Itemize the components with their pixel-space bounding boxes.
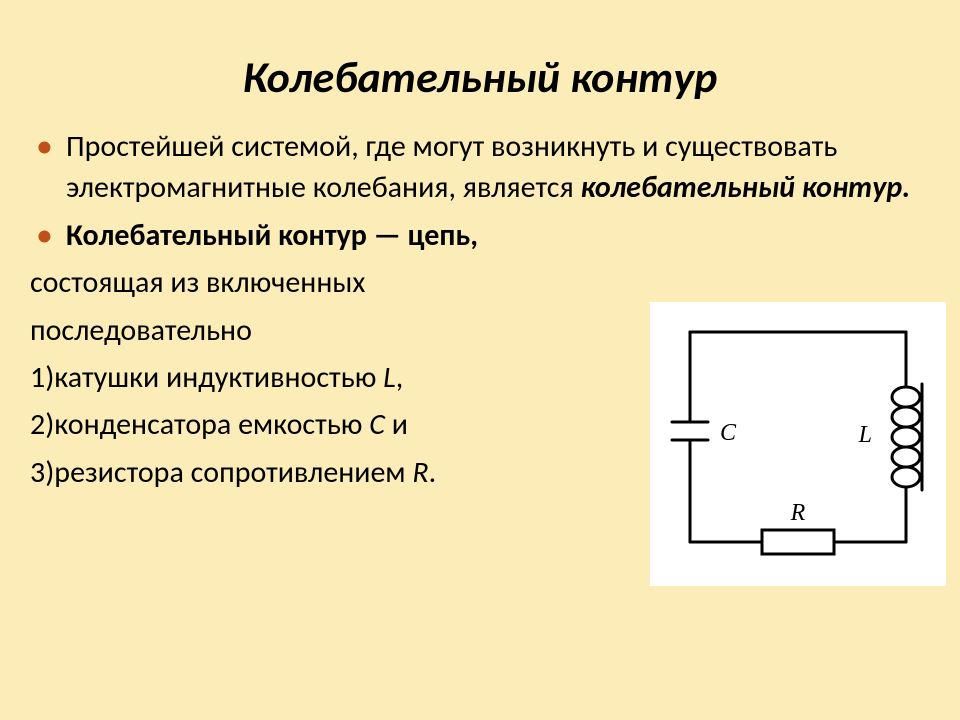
line3-var: L (383, 359, 396, 396)
bullet2-pre: Колебательный контур — (66, 217, 408, 254)
label-l: L (858, 422, 872, 448)
bullet2-post: цепь, (408, 217, 478, 254)
bullet1-emph: колебательный контур. (581, 169, 911, 206)
line5-post: . (429, 454, 437, 491)
line5-pre: 3)резистора сопротивлением (30, 454, 412, 491)
circuit-diagram: C L R (650, 302, 946, 586)
bullet-item-2: Колебательный контур — цепь, (30, 215, 930, 256)
slide-title: Колебательный контур (30, 50, 930, 104)
circuit-svg: C L R (650, 302, 946, 586)
slide: Колебательный контур Простейшей системой… (0, 0, 960, 720)
line3-post: , (396, 359, 404, 396)
label-c: C (720, 420, 737, 446)
line3-pre: 1)катушки индуктивностью (30, 359, 383, 396)
line4-post: и (385, 406, 408, 443)
line4-var: C (369, 406, 385, 443)
line5-var: R (412, 454, 428, 491)
line-1: состоящая из включенных (30, 262, 930, 303)
bullet-item-1: Простейшей системой, где могут возникнут… (30, 126, 930, 209)
label-r: R (790, 500, 806, 526)
bullet-list: Простейшей системой, где могут возникнут… (30, 126, 930, 256)
line4-pre: 2)конденсатора емкостью (30, 406, 369, 443)
